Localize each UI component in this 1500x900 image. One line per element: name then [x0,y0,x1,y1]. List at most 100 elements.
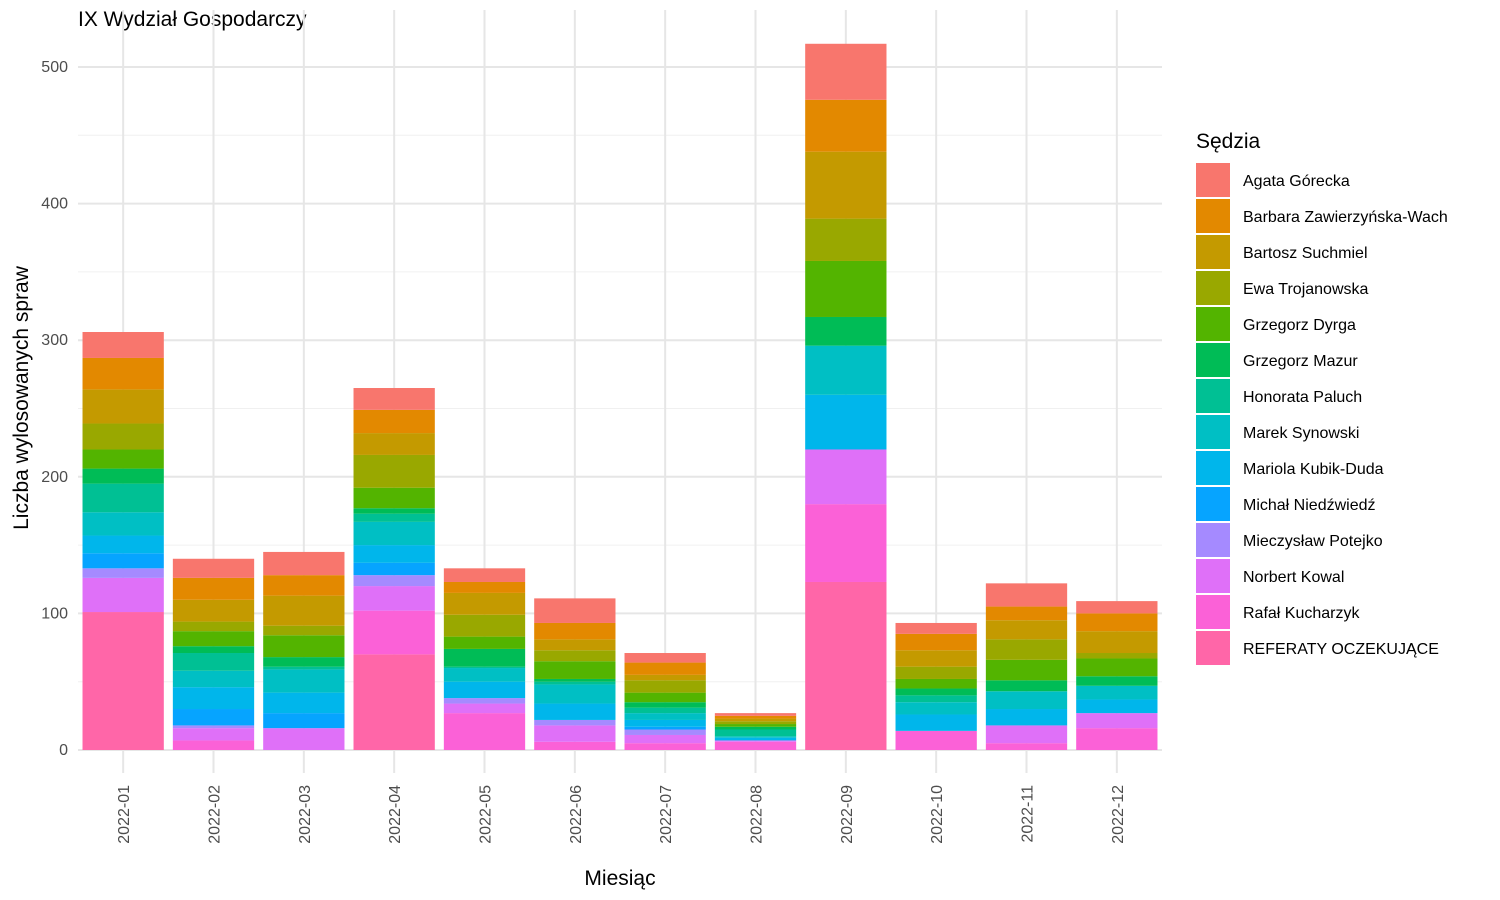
legend: Agata Górecka Barbara Zawierzyńska-Wach Ba… [1196,163,1448,665]
legend-label: Bartosz Suchmiel [1243,245,1368,262]
bar-segment [985,583,1068,607]
legend-label: Honorata Paluch [1243,389,1362,406]
bar-segment [624,729,706,735]
bar-segment [353,409,435,434]
bar-segment [895,688,977,696]
bar-segment [353,487,435,509]
bar-segment [263,669,345,693]
bar-segment [624,743,706,750]
bar-segment [714,718,797,722]
bar-segment [805,449,887,505]
bar-segment [714,729,797,737]
bar-segment [534,622,616,640]
bar-segment [985,691,1068,710]
bar-segment [172,740,255,750]
bar-segment [1076,631,1158,654]
legend-key [1196,523,1230,557]
bar-segment [443,592,526,615]
bar-segment [443,581,526,593]
bar-segment [82,568,164,578]
legend-key [1196,235,1230,269]
legend-key [1196,415,1230,449]
x-tick-label: 2022-03 [297,785,314,844]
bar-segment [172,725,255,729]
bar-segment [714,724,797,727]
bars [82,43,1158,750]
legend-key [1196,199,1230,233]
legend-label: Michał Niedźwiedź [1243,497,1376,514]
legend-label: Mariola Kubik-Duda [1243,461,1384,478]
bar-segment [353,654,435,750]
bar-segment [353,508,435,514]
bar-segment [895,730,977,750]
x-tick-label: 2022-07 [658,785,675,844]
x-axis-title: Miesiąc [584,867,655,890]
legend-key [1196,631,1230,665]
y-axis: 0 100 200 300 400 500 [41,59,68,759]
bar-segment [624,692,706,703]
bar-segment [353,562,435,576]
bar-segment [263,713,345,729]
bar-segment [895,622,977,634]
bar-segment [172,621,255,632]
bar-segment [714,737,797,741]
legend-key [1196,343,1230,377]
bar-segment [82,468,164,484]
bar-segment [263,551,345,576]
legend-title: Sędzia [1196,130,1261,153]
bar-segment [82,332,164,358]
bar-segment [353,610,435,655]
legend-label: Rafał Kucharzyk [1243,605,1360,622]
bar-segment [82,612,164,750]
bar-segment [1076,601,1158,614]
bar-segment [534,719,616,726]
bar-segment [805,43,887,100]
bar-segment [82,535,164,554]
x-tick-label: 2022-02 [207,785,224,844]
bar-segment [624,680,706,693]
bar-segment [714,721,797,725]
bar-segment [534,684,616,704]
bar-segment [172,577,255,600]
x-tick-label: 2022-11 [1020,785,1037,843]
bar-segment [443,636,526,649]
bar-segment [895,666,977,679]
x-axis: 2022-01 2022-02 2022-03 2022-04 2022-05 2022-… [116,785,1127,844]
bar-segment [443,668,526,682]
legend-key [1196,271,1230,305]
bar-segment [1076,713,1158,729]
bar-segment [624,674,706,681]
x-tick-label: 2022-06 [568,785,585,844]
bar-segment [985,709,1068,726]
bar-segment [443,681,526,699]
bar-segment [353,513,435,522]
bar-segment [172,599,255,622]
x-tick-label: 2022-08 [749,785,766,844]
bar-segment [82,449,164,469]
x-tick-label: 2022-10 [929,785,946,844]
y-tick-label: 100 [41,605,68,622]
bar-segment [263,625,345,636]
bar-segment [624,734,706,744]
bar-segment [534,639,616,651]
bar-segment [714,736,797,738]
bar-segment [985,659,1068,681]
legend-key [1196,307,1230,341]
bar-segment [714,741,797,750]
bar-segment [805,345,887,395]
bar-segment [534,703,616,720]
legend-key [1196,487,1230,521]
bar-segment [1076,699,1158,714]
bar-segment [172,631,255,647]
legend-key [1196,595,1230,629]
bar-segment [353,586,435,611]
bar-segment [82,512,164,536]
bar-segment [1076,658,1158,677]
bar-segment [443,666,526,669]
bar-segment [895,702,977,715]
bar-segment [624,726,706,730]
bar-segment [353,545,435,563]
bar-segment [714,726,797,730]
bar-segment [534,650,616,662]
bar-segment [172,646,255,654]
